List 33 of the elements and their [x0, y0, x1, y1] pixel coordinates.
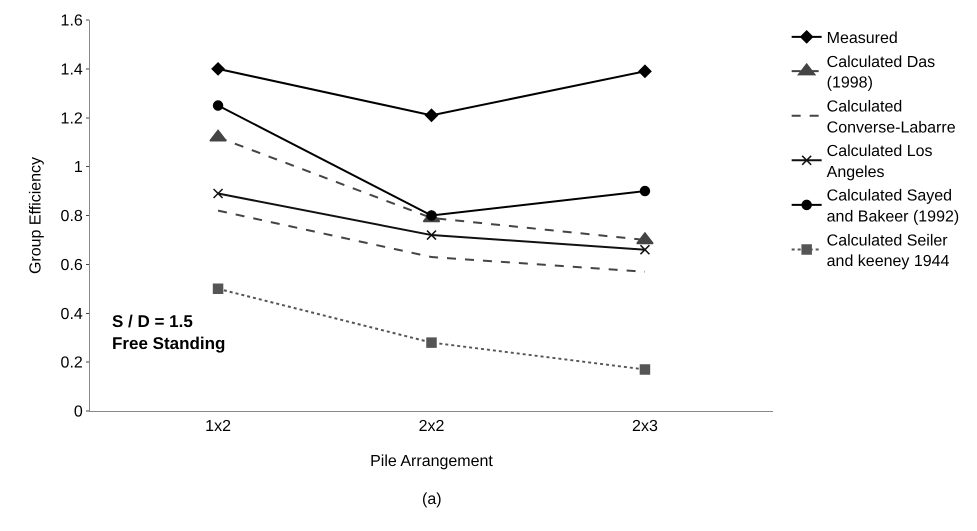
legend-label: Measured — [826, 30, 898, 48]
y-tick-label: 0.2 — [60, 354, 83, 372]
y-tick-label: 0.8 — [60, 208, 83, 226]
x-tick-label: 2x2 — [418, 418, 444, 436]
y-tick-label: 0.6 — [60, 256, 83, 274]
legend-label: Calculated Sayed and Bakeer (1992) — [826, 188, 960, 226]
point — [212, 188, 224, 199]
y-tick-label: 1.2 — [60, 110, 83, 128]
x-tick-label: 2x3 — [632, 418, 658, 436]
point — [640, 186, 650, 196]
y-tick-label: 0.4 — [60, 306, 83, 323]
text: (a) — [422, 491, 442, 508]
y-tick-label: 1 — [74, 159, 83, 176]
point — [211, 62, 225, 76]
legend-label: Calculated Das (1998) — [826, 54, 936, 92]
x-axis-title: Pile Arrangement — [370, 452, 494, 470]
annotation: S / D = 1.5 Free Standing — [112, 312, 226, 354]
y-tick-label: 1.4 — [60, 61, 83, 78]
point — [638, 64, 652, 78]
legend-label: Calculated Los Angeles — [826, 143, 933, 181]
x-tick-label: 1x2 — [205, 418, 232, 436]
point — [426, 337, 437, 348]
point — [212, 284, 224, 294]
y-tick-label: 0 — [74, 404, 83, 421]
point — [640, 364, 650, 375]
y-tick-label: 1.6 — [60, 12, 83, 30]
point — [212, 100, 224, 111]
point — [426, 230, 437, 240]
point — [424, 108, 438, 122]
point — [640, 244, 650, 255]
legend-label: Calculated Seiler and keeney 1944 — [826, 232, 950, 270]
legend-label: Calculated Converse-Labarre — [826, 98, 956, 136]
y-axis-title: Group Efficiency — [27, 156, 44, 274]
